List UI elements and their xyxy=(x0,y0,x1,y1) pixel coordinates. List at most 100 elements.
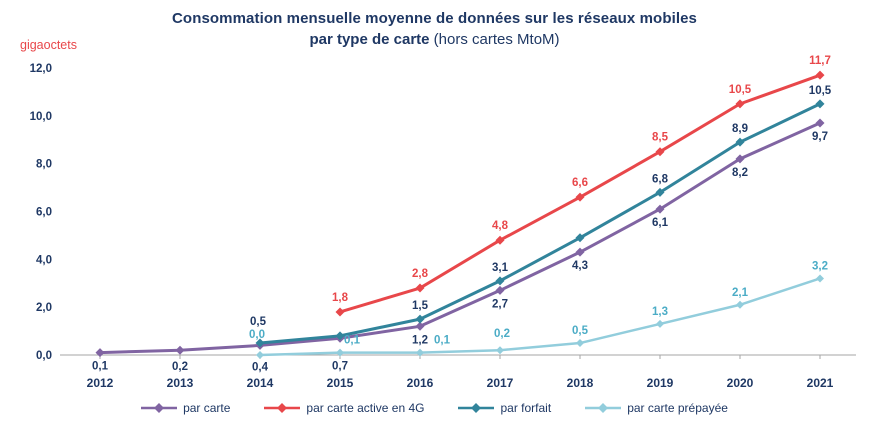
data-point-marker xyxy=(416,348,424,357)
y-axis-tick-label: 6,0 xyxy=(36,207,52,219)
data-label: 0,7 xyxy=(332,360,348,372)
chart-subtitle-normal: (hors cartes MtoM) xyxy=(429,31,560,48)
data-label: 0,5 xyxy=(250,316,267,328)
data-label: 1,2 xyxy=(412,334,428,346)
legend-label: par carte active en 4G xyxy=(306,401,425,415)
data-point-marker xyxy=(175,345,185,355)
data-label: 8,2 xyxy=(732,167,748,179)
data-point-marker xyxy=(655,204,665,214)
data-label: 1,8 xyxy=(332,292,349,304)
series-carte-prepayee xyxy=(258,277,822,357)
y-axis-tick-label: 10,0 xyxy=(30,111,52,123)
y-axis-tick-label: 0,0 xyxy=(36,350,52,362)
series-forfait xyxy=(258,102,822,345)
data-label: 2,1 xyxy=(732,287,749,299)
data-point-marker xyxy=(496,346,504,355)
x-axis-year-label: 2013 xyxy=(167,376,194,390)
data-point-marker xyxy=(735,137,745,147)
data-label: 6,1 xyxy=(652,217,669,229)
data-point-marker xyxy=(335,331,345,341)
data-label: 4,8 xyxy=(492,220,509,232)
legend-item-carte-prepayee: par carte prépayée xyxy=(585,401,728,415)
legend-swatch-marker xyxy=(471,403,482,413)
data-point-marker xyxy=(815,99,825,109)
data-point-marker xyxy=(336,348,344,357)
data-label: 6,8 xyxy=(652,173,669,185)
data-point-marker xyxy=(495,235,505,245)
data-point-marker xyxy=(735,154,745,164)
x-axis-year-label: 2021 xyxy=(807,376,834,390)
legend-swatch-marker xyxy=(598,403,609,413)
series-labels-par-carte: 0,1 0,2 0,4 0,7 1,2 2,7 4,3 6,1 8,2 9,7 xyxy=(92,131,828,373)
data-point-marker xyxy=(415,314,425,324)
legend-label: par carte xyxy=(183,401,231,415)
data-point-marker xyxy=(256,351,264,359)
y-axis-tick-label: 2,0 xyxy=(36,302,52,314)
data-point-marker xyxy=(735,99,745,109)
data-label: 11,7 xyxy=(809,55,831,67)
data-label: 9,7 xyxy=(812,131,828,143)
x-axis-year-label: 2015 xyxy=(327,376,354,390)
y-axis-unit-label: gigaoctets xyxy=(20,38,77,52)
data-point-marker xyxy=(655,187,665,197)
data-point-marker xyxy=(575,192,585,202)
legend-label: par carte prépayée xyxy=(627,401,728,415)
data-label: 6,6 xyxy=(572,177,588,189)
data-label: 8,9 xyxy=(732,123,748,135)
data-label: 2,7 xyxy=(492,298,508,310)
data-label: 1,5 xyxy=(412,300,429,312)
x-axis-year-label: 2020 xyxy=(727,376,754,390)
data-label: 0,2 xyxy=(172,361,188,373)
legend-item-forfait: par forfait xyxy=(458,401,551,415)
series-labels-forfait: 0,5 1,5 3,1 6,8 8,9 10,5 xyxy=(250,85,832,328)
series-labels-carte-active-4g: 1,8 2,8 4,8 6,6 8,5 10,5 11,7 xyxy=(332,55,831,304)
legend-swatch-marker xyxy=(277,403,288,413)
legend-item-par-carte: par carte xyxy=(141,401,230,415)
data-point-marker xyxy=(495,276,505,286)
series-markers-carte-active-4g xyxy=(335,70,825,317)
chart-title: Consommation mensuelle moyenne de donnée… xyxy=(172,10,697,27)
data-label: 0,1 xyxy=(344,335,361,347)
data-label: 0,1 xyxy=(434,335,451,347)
data-label: 0,2 xyxy=(494,328,510,340)
series-line-carte-prepayee xyxy=(258,277,822,357)
x-axis-year-label: 2017 xyxy=(487,376,514,390)
data-label: 3,2 xyxy=(812,260,828,272)
data-label: 10,5 xyxy=(809,85,832,97)
data-point-marker xyxy=(335,307,345,317)
data-label: 4,3 xyxy=(572,260,588,272)
y-axis-tick-label: 4,0 xyxy=(36,254,52,266)
legend: par carte par carte active en 4G par forfa… xyxy=(0,401,869,415)
data-label: 3,1 xyxy=(492,262,509,274)
legend-swatch-marker xyxy=(154,403,165,413)
data-point-marker xyxy=(656,319,664,328)
series-line-forfait xyxy=(258,102,822,345)
y-axis-tick-label: 8,0 xyxy=(36,159,52,171)
data-point-marker xyxy=(815,118,825,128)
legend-swatch-carte-prepayee xyxy=(585,403,622,413)
x-axis-year-label: 2016 xyxy=(407,376,434,390)
legend-item-carte-active-4g: par carte active en 4G xyxy=(264,401,424,415)
data-point-marker xyxy=(575,247,585,257)
series-markers-forfait xyxy=(255,99,825,348)
data-label: 0,4 xyxy=(252,361,269,373)
line-chart: 2012 2013 2014 2015 2016 2017 2018 2019 2020 2021… xyxy=(30,55,856,390)
chart-subtitle-bold: par type de carte xyxy=(309,31,430,48)
data-point-marker xyxy=(655,147,665,157)
data-label: 10,5 xyxy=(729,84,752,96)
series-markers-par-carte xyxy=(95,118,825,358)
x-axis-year-label: 2014 xyxy=(247,376,274,390)
data-point-marker xyxy=(95,348,105,358)
legend-label: par forfait xyxy=(500,401,552,415)
legend-swatch-forfait xyxy=(458,403,495,413)
x-axis-year-label: 2019 xyxy=(647,376,674,390)
series-markers-carte-prepayee xyxy=(256,274,824,359)
data-point-marker xyxy=(415,283,425,293)
data-label: 8,5 xyxy=(652,132,669,144)
data-point-marker xyxy=(415,321,425,331)
data-label: 1,3 xyxy=(652,306,668,318)
series-labels-carte-prepayee: 0,0 0,1 0,1 0,2 0,5 1,3 2,1 3,2 xyxy=(249,260,828,346)
data-point-marker xyxy=(495,285,505,295)
y-axis-tick-label: 12,0 xyxy=(30,63,52,75)
